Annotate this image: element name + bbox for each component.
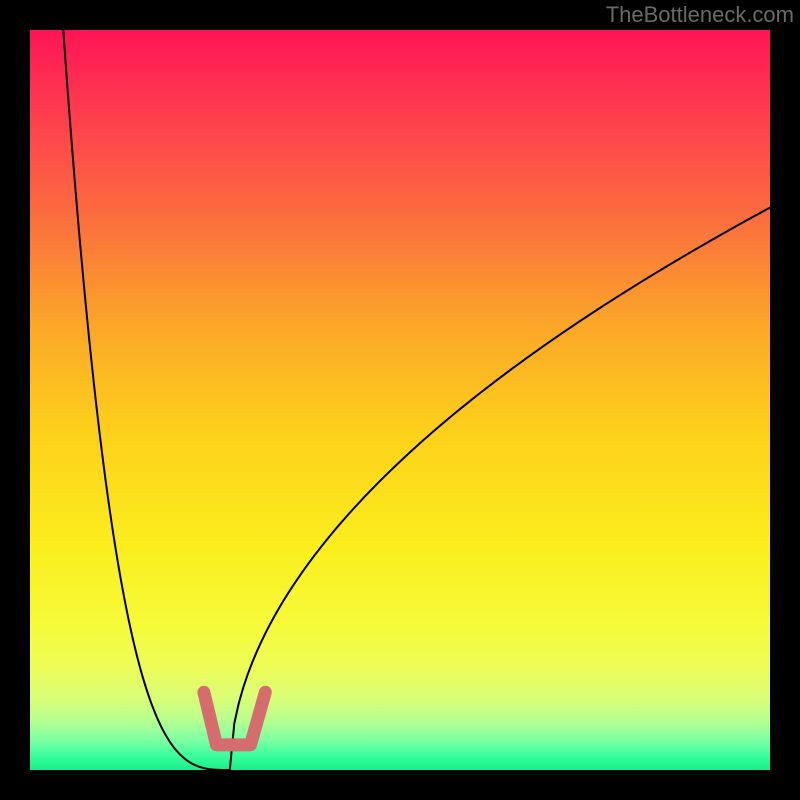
chart-frame: TheBottleneck.com <box>0 0 800 800</box>
watermark-text: TheBottleneck.com <box>606 2 794 28</box>
chart-svg <box>30 30 770 770</box>
plot-area <box>30 30 770 770</box>
gradient-background <box>30 30 770 770</box>
